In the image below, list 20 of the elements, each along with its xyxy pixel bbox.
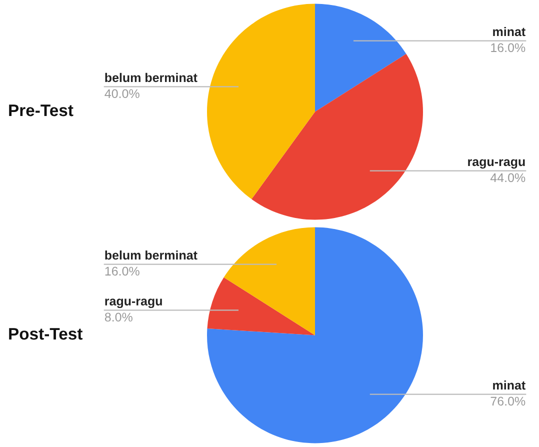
slice-label: ragu-ragu xyxy=(105,298,162,308)
slice-label: minat xyxy=(493,26,526,36)
pie-slice xyxy=(224,227,315,336)
data-label: 8.0% xyxy=(104,312,132,322)
data-label: 16.0% xyxy=(491,43,526,52)
slice-label: belum berminat xyxy=(105,250,198,260)
pie-slice xyxy=(207,4,315,200)
pie-slice xyxy=(207,277,315,336)
data-label: 44.0% xyxy=(490,173,526,182)
slice-label: ragu-ragu xyxy=(468,159,525,169)
slice-label: belum berminat xyxy=(105,72,198,82)
slice-label: minat xyxy=(493,380,526,390)
pie-slice xyxy=(315,4,406,112)
text: Post-Test xyxy=(9,328,83,340)
data-label: 40.0% xyxy=(104,89,140,98)
data-label: 16.0% xyxy=(105,266,140,276)
pie-slice xyxy=(207,227,423,444)
pie-slice xyxy=(252,54,423,220)
data-label: 76.0% xyxy=(490,396,526,406)
text: Pre-Test xyxy=(9,104,74,116)
